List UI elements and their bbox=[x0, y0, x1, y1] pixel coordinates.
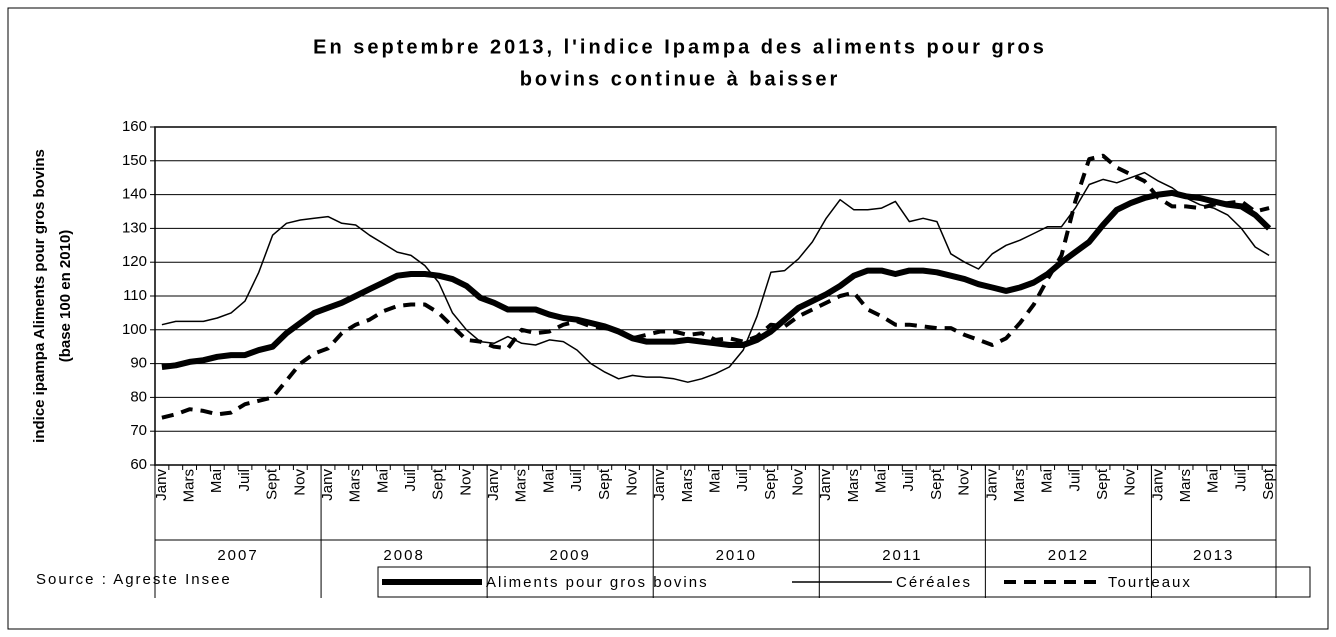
x-tick-label: Sept bbox=[430, 468, 447, 500]
x-tick-label: Mars bbox=[513, 469, 530, 502]
x-tick-label: Mars bbox=[1011, 469, 1028, 502]
x-tick-label: Mars bbox=[679, 469, 696, 502]
x-tick-label: Janv bbox=[983, 469, 1000, 501]
x-tick-label: Janv bbox=[1149, 469, 1166, 501]
year-label: 2010 bbox=[716, 547, 757, 564]
y-tick-label: 160 bbox=[122, 118, 147, 135]
x-tick-label: Nov bbox=[457, 469, 474, 496]
series-line bbox=[161, 153, 1270, 420]
x-tick-label: Juil bbox=[568, 469, 585, 492]
x-tick-label: Juil bbox=[734, 469, 751, 492]
year-label: 2011 bbox=[882, 547, 922, 564]
legend-label: Aliments pour gros bovins bbox=[486, 574, 709, 591]
y-tick-label: 60 bbox=[130, 456, 147, 473]
series-line bbox=[161, 189, 1272, 370]
year-label: 2007 bbox=[217, 547, 258, 564]
y-tick-label: 130 bbox=[122, 219, 147, 236]
y-tick-label: 70 bbox=[130, 422, 147, 439]
x-tick-label: Mai bbox=[873, 469, 890, 493]
x-tick-label: Sept bbox=[264, 468, 281, 500]
x-tick-label: Nov bbox=[1122, 469, 1139, 496]
x-tick-label: Janv bbox=[153, 469, 170, 501]
x-tick-label: Janv bbox=[817, 469, 834, 501]
x-tick-label: Mai bbox=[208, 469, 225, 493]
chart-title: bovins continue à baisser bbox=[520, 68, 841, 90]
source: Source : Agreste Insee bbox=[36, 571, 232, 588]
x-tick-label: Mai bbox=[1039, 469, 1056, 493]
x-tick-label: Janv bbox=[651, 469, 668, 501]
x-tick-label: Mai bbox=[706, 469, 723, 493]
year-label: 2009 bbox=[549, 547, 590, 564]
x-tick-label: Mai bbox=[540, 469, 557, 493]
x-tick-label: Janv bbox=[485, 469, 502, 501]
x-tick-label: Sept bbox=[1094, 468, 1111, 500]
y-tick-label: 150 bbox=[122, 152, 147, 169]
y-axis-label: indice ipampa Aliments pour gros bovins bbox=[31, 149, 48, 443]
x-tick-label: Nov bbox=[291, 469, 308, 496]
x-tick-label: Janv bbox=[319, 469, 336, 501]
year-label: 2008 bbox=[383, 547, 424, 564]
chart-title: En septembre 2013, l'indice Ipampa des a… bbox=[313, 36, 1047, 58]
y-tick-label: 140 bbox=[122, 186, 147, 203]
x-tick-label: Mars bbox=[347, 469, 364, 502]
y-tick-label: 100 bbox=[122, 321, 147, 338]
x-tick-label: Mai bbox=[1205, 469, 1222, 493]
x-tick-label: Nov bbox=[956, 469, 973, 496]
x-tick-label: Sept bbox=[596, 468, 613, 500]
legend-label: Céréales bbox=[896, 574, 972, 591]
x-tick-label: Juil bbox=[402, 469, 419, 492]
x-tick-label: Mars bbox=[845, 469, 862, 502]
x-tick-label: Nov bbox=[790, 469, 807, 496]
series-line bbox=[161, 171, 1270, 383]
x-tick-label: Sept bbox=[762, 468, 779, 500]
x-tick-label: Juil bbox=[1232, 469, 1249, 492]
year-label: 2012 bbox=[1048, 547, 1089, 564]
x-tick-label: Juil bbox=[236, 469, 253, 492]
y-tick-label: 80 bbox=[130, 388, 147, 405]
x-tick-label: Mars bbox=[181, 469, 198, 502]
y-tick-label: 110 bbox=[123, 287, 147, 304]
x-tick-label: Nov bbox=[623, 469, 640, 496]
year-label: 2013 bbox=[1193, 547, 1234, 564]
y-tick-label: 90 bbox=[130, 355, 147, 372]
x-tick-label: Sept bbox=[1260, 468, 1277, 500]
x-tick-label: Mars bbox=[1177, 469, 1194, 502]
x-tick-label: Mai bbox=[374, 469, 391, 493]
x-tick-label: Sept bbox=[928, 468, 945, 500]
legend-label: Tourteaux bbox=[1108, 574, 1192, 591]
y-axis-label: (base 100 en 2010) bbox=[57, 230, 74, 363]
x-tick-label: Juil bbox=[900, 469, 917, 492]
x-tick-label: Juil bbox=[1066, 469, 1083, 492]
y-tick-label: 120 bbox=[122, 253, 147, 270]
